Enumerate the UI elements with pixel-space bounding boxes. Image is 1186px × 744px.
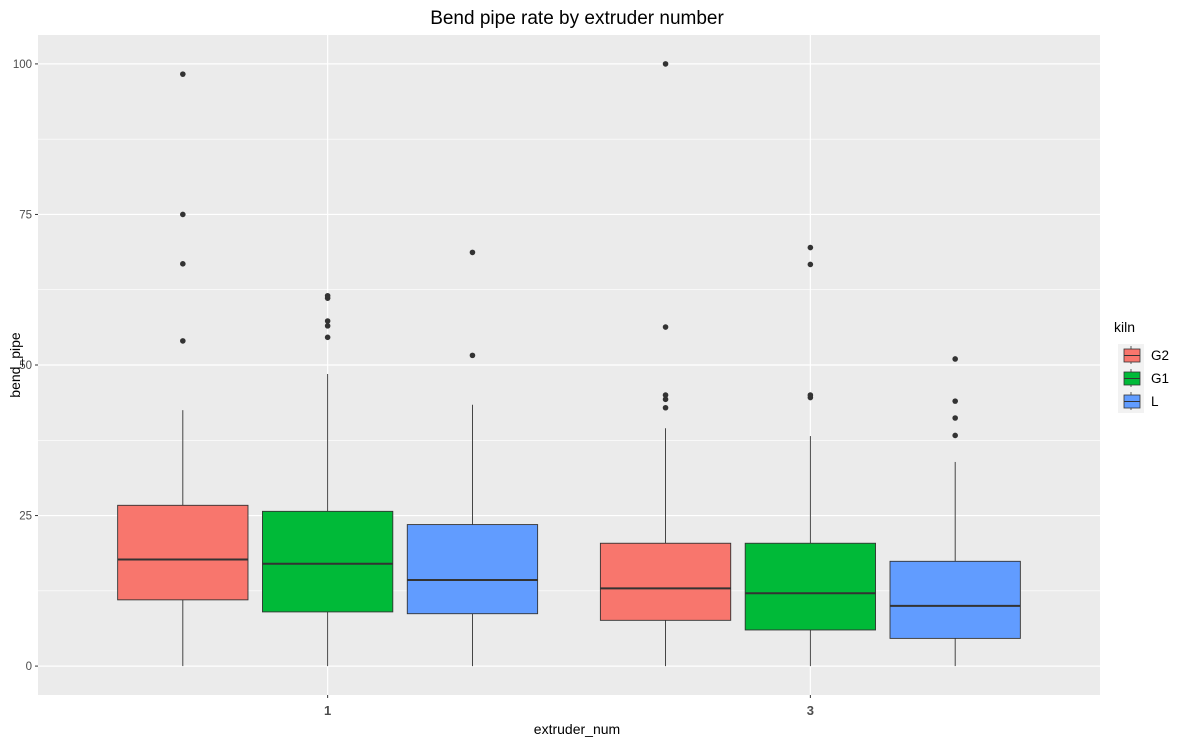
box-G1-1	[262, 292, 394, 667]
y-axis-ticks: 0 25 50 75 100	[13, 59, 38, 673]
box-body	[262, 510, 394, 613]
x-tick-label: 3	[807, 703, 814, 718]
legend-title: kiln	[1114, 319, 1135, 335]
box-L-1	[406, 249, 539, 667]
legend-item-G1: G1	[1118, 367, 1169, 390]
box-L-3	[889, 356, 1021, 667]
outlier-point	[324, 323, 331, 329]
boxes-layer	[117, 61, 1021, 667]
legend-item-L: L	[1118, 390, 1159, 413]
box-body	[117, 504, 249, 601]
outlier-point	[469, 249, 476, 256]
outlier-point	[180, 261, 186, 267]
outlier-point	[952, 398, 958, 404]
outlier-point	[807, 392, 814, 398]
box-body	[744, 542, 876, 631]
outlier-point	[662, 324, 669, 330]
y-tick-label: 25	[19, 511, 32, 523]
y-tick-label: 0	[26, 661, 32, 673]
y-tick-label: 75	[19, 209, 32, 221]
legend-label: G2	[1151, 348, 1169, 363]
legend-label: L	[1151, 394, 1159, 409]
outlier-point	[180, 338, 186, 344]
box-body	[406, 524, 539, 615]
outlier-point	[324, 318, 331, 324]
y-axis-title: bend_pipe	[7, 332, 23, 398]
x-axis-title: extruder_num	[534, 721, 620, 737]
outlier-point	[324, 334, 331, 341]
outlier-point	[952, 415, 958, 421]
box-body	[889, 560, 1021, 639]
outlier-point	[662, 404, 669, 411]
outlier-point	[180, 211, 186, 218]
x-tick-label: 1	[324, 703, 331, 718]
legend: kiln G2 G1 L	[1114, 319, 1169, 413]
outlier-point	[662, 61, 669, 67]
box-body	[599, 542, 732, 621]
legend-label: G1	[1151, 371, 1169, 386]
outlier-point	[180, 71, 186, 77]
outlier-point	[662, 396, 669, 403]
box-G1-3	[744, 244, 876, 667]
chart-title: Bend pipe rate by extruder number	[430, 8, 724, 29]
box-G2-3	[599, 61, 732, 667]
outlier-point	[952, 432, 958, 439]
legend-item-G2: G2	[1118, 344, 1169, 367]
y-tick-label: 100	[13, 59, 32, 71]
outlier-point	[807, 261, 814, 268]
outlier-point	[952, 356, 958, 362]
outlier-point	[662, 392, 669, 398]
outlier-point	[324, 292, 331, 299]
outlier-point	[469, 352, 476, 359]
y-tick-label: 50	[19, 360, 32, 372]
outlier-point	[807, 244, 814, 251]
box-G2-1	[117, 71, 249, 667]
